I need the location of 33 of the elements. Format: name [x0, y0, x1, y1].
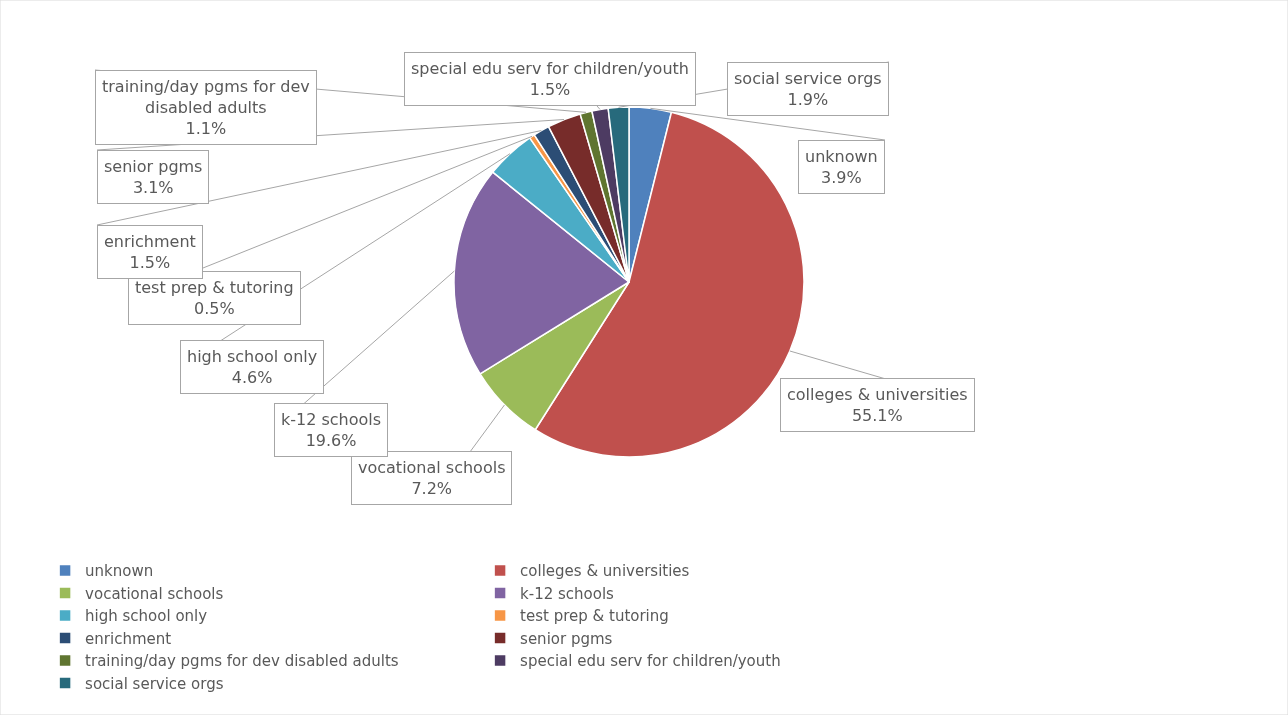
slice-label: enrichment [104, 232, 196, 251]
data-label: 7.2% [411, 478, 453, 498]
legend-label: test prep & tutoring [520, 607, 669, 626]
slice-label: training/day pgms for dev disabled adults [102, 77, 310, 117]
slice-label: colleges & universities [787, 385, 968, 404]
data-label: 4.6% [231, 367, 273, 387]
slice-label: social service orgs [734, 69, 882, 88]
slice-label: vocational schools [358, 458, 506, 477]
data-label: 1.5% [529, 79, 571, 99]
data-label: 3.9% [821, 167, 862, 187]
legend-label: vocational schools [85, 584, 224, 603]
data-label: 1.5% [129, 252, 171, 272]
legend-label: unknown [85, 562, 154, 581]
data-label: 55.1% [851, 405, 903, 425]
legend-label: colleges & universities [520, 562, 690, 581]
legend-label: k-12 schools [520, 584, 615, 603]
slice-label: senior pgms [104, 157, 203, 176]
slice-label: unknown [805, 147, 878, 166]
legend-label: senior pgms [520, 629, 613, 648]
data-label: 19.6% [305, 430, 357, 450]
slice-label: special edu serv for children/youth [411, 59, 689, 78]
legend-label: high school only [85, 607, 208, 626]
legend-label: enrichment [85, 629, 172, 648]
data-label: 1.1% [185, 118, 227, 138]
data-label: 1.9% [787, 89, 829, 109]
legend-label: training/day pgms for dev disabled adults [85, 652, 399, 671]
data-label: 0.5% [193, 298, 235, 318]
slice-label: high school only [187, 347, 318, 366]
slice-label: test prep & tutoring [135, 278, 294, 297]
legend-label: special edu serv for children/youth [520, 652, 781, 671]
legend-label: social service orgs [85, 674, 224, 693]
data-label: 3.1% [132, 177, 174, 197]
slice-label: k-12 schools [281, 410, 382, 429]
